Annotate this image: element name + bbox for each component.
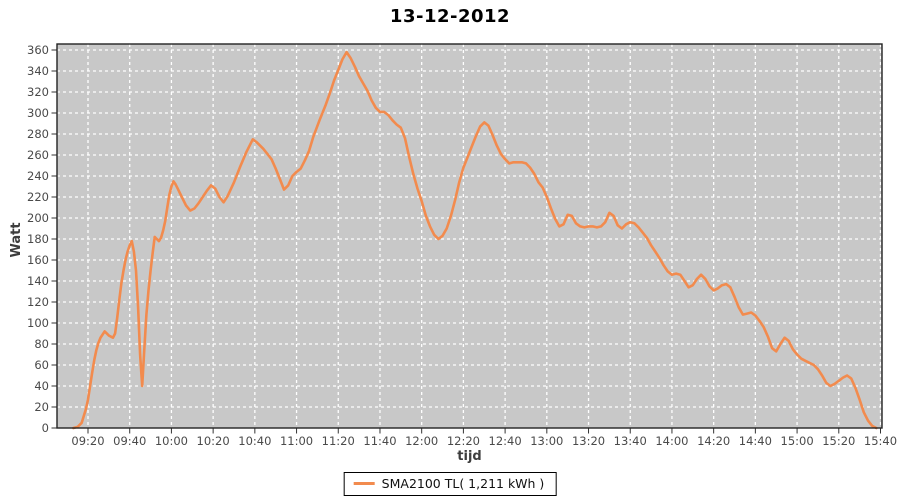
y-tick-label: 360 xyxy=(27,43,49,57)
y-tick-label: 100 xyxy=(27,316,49,330)
x-tick-label: 13:20 xyxy=(572,434,605,448)
y-tick-label: 320 xyxy=(27,85,49,99)
y-tick-label: 120 xyxy=(27,295,49,309)
y-tick-label: 300 xyxy=(27,106,49,120)
y-tick-label: 80 xyxy=(34,337,49,351)
x-tick-label: 10:40 xyxy=(238,434,271,448)
x-tick-label: 10:20 xyxy=(197,434,230,448)
chart-title: 13-12-2012 xyxy=(389,6,511,27)
y-tick-label: 340 xyxy=(27,64,49,78)
y-tick-label: 140 xyxy=(27,274,49,288)
x-tick-label: 15:00 xyxy=(781,434,814,448)
series-line xyxy=(72,50,878,430)
x-tick-label: 15:20 xyxy=(822,434,855,448)
x-tick-label: 12:00 xyxy=(405,434,438,448)
y-tick-label: 180 xyxy=(27,232,49,246)
y-tick-label: 200 xyxy=(27,211,49,225)
y-tick-label: 60 xyxy=(34,358,49,372)
y-axis-title: Watt xyxy=(9,222,24,257)
x-tick-label: 11:40 xyxy=(363,434,396,448)
legend-label: SMA2100 TL( 1,211 kWh ) xyxy=(381,476,545,491)
x-tick-label: 14:40 xyxy=(739,434,772,448)
y-tick-label: 40 xyxy=(34,379,49,393)
plot-frame xyxy=(56,43,883,429)
x-tick-label: 13:00 xyxy=(530,434,563,448)
legend: SMA2100 TL( 1,211 kWh ) xyxy=(343,472,557,496)
y-tick-label: 260 xyxy=(27,148,49,162)
x-tick-label: 11:20 xyxy=(322,434,355,448)
y-tick-label: 220 xyxy=(27,190,49,204)
y-tick-label: 160 xyxy=(27,253,49,267)
plot-area: 0 20 40 60 80 100 120 140 160 180 200 220 240 260 280 3… xyxy=(9,43,897,464)
x-tick-label: 12:20 xyxy=(447,434,480,448)
y-tick-label: 20 xyxy=(34,400,49,414)
x-tick-label: 14:00 xyxy=(655,434,688,448)
x-tick-label: 15:40 xyxy=(864,434,897,448)
x-tick-label: 13:40 xyxy=(614,434,647,448)
x-tick-label: 10:00 xyxy=(155,434,188,448)
x-tick-label: 12:40 xyxy=(489,434,522,448)
x-tick-label: 14:20 xyxy=(697,434,730,448)
legend-line-swatch xyxy=(353,482,375,485)
x-tick-label: 09:40 xyxy=(113,434,146,448)
y-tick-label: 280 xyxy=(27,127,49,141)
x-axis-title: tijd xyxy=(457,449,481,464)
x-tick-label: 09:20 xyxy=(71,434,104,448)
y-tick-label: 240 xyxy=(27,169,49,183)
plot-background xyxy=(57,44,882,428)
y-tick-label: 0 xyxy=(42,421,49,435)
x-tick-label: 11:00 xyxy=(280,434,313,448)
